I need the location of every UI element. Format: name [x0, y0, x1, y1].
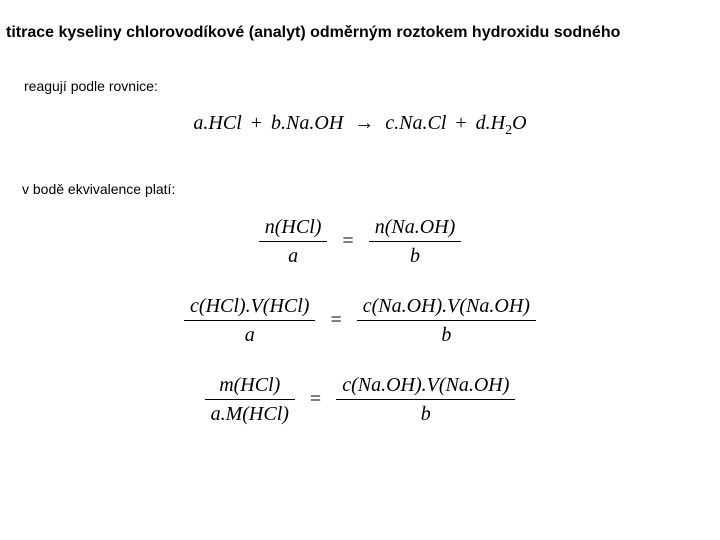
reaction-equation: a.HCl + b.Na.OH → c.Na.Cl + d.H2O [6, 112, 714, 139]
fraction-right: c(Na.OH).V(Na.OH) b [336, 373, 515, 426]
denominator: b [357, 321, 536, 347]
numerator: c(Na.OH).V(Na.OH) [336, 373, 515, 400]
denominator: b [369, 242, 462, 268]
arrow-icon: → [348, 112, 380, 134]
equals-sign: = [302, 388, 329, 411]
fraction-left: c(HCl).V(HCl) a [184, 294, 315, 347]
equation-concentration-volume: c(HCl).V(HCl) a = c(Na.OH).V(Na.OH) b [6, 294, 714, 347]
plus-icon: + [451, 112, 470, 134]
numerator: c(Na.OH).V(Na.OH) [357, 294, 536, 321]
page: titrace kyseliny chlorovodíkové (analyt)… [0, 0, 720, 426]
subheading-equivalence: v bodě ekvivalence platí: [22, 181, 714, 197]
subheading-reaction: reagují podle rovnice: [24, 78, 714, 94]
denominator: a [184, 321, 315, 347]
fraction-right: c(Na.OH).V(Na.OH) b [357, 294, 536, 347]
fraction-left: m(HCl) a.M(HCl) [205, 373, 295, 426]
denominator: b [336, 400, 515, 426]
rxn-term-4: d.H2O [476, 112, 527, 134]
rxn-term-4-pre: d.H [476, 112, 505, 134]
equation-moles: n(HCl) a = n(Na.OH) b [6, 215, 714, 268]
rxn-term-2: b.Na.OH [271, 112, 343, 134]
fraction-right: n(Na.OH) b [369, 215, 462, 268]
fraction-left: n(HCl) a [259, 215, 328, 268]
rxn-term-3: c.Na.Cl [385, 112, 446, 134]
page-title: titrace kyseliny chlorovodíkové (analyt)… [6, 24, 714, 42]
numerator: c(HCl).V(HCl) [184, 294, 315, 321]
equals-sign: = [334, 230, 361, 253]
denominator: a.M(HCl) [205, 400, 295, 426]
plus-icon: + [247, 112, 266, 134]
rxn-term-1: a.HCl [193, 112, 241, 134]
numerator: n(HCl) [259, 215, 328, 242]
numerator: m(HCl) [205, 373, 295, 400]
denominator: a [259, 242, 328, 268]
equation-mass: m(HCl) a.M(HCl) = c(Na.OH).V(Na.OH) b [6, 373, 714, 426]
equals-sign: = [322, 309, 349, 332]
rxn-term-4-post: O [512, 112, 526, 134]
numerator: n(Na.OH) [369, 215, 462, 242]
